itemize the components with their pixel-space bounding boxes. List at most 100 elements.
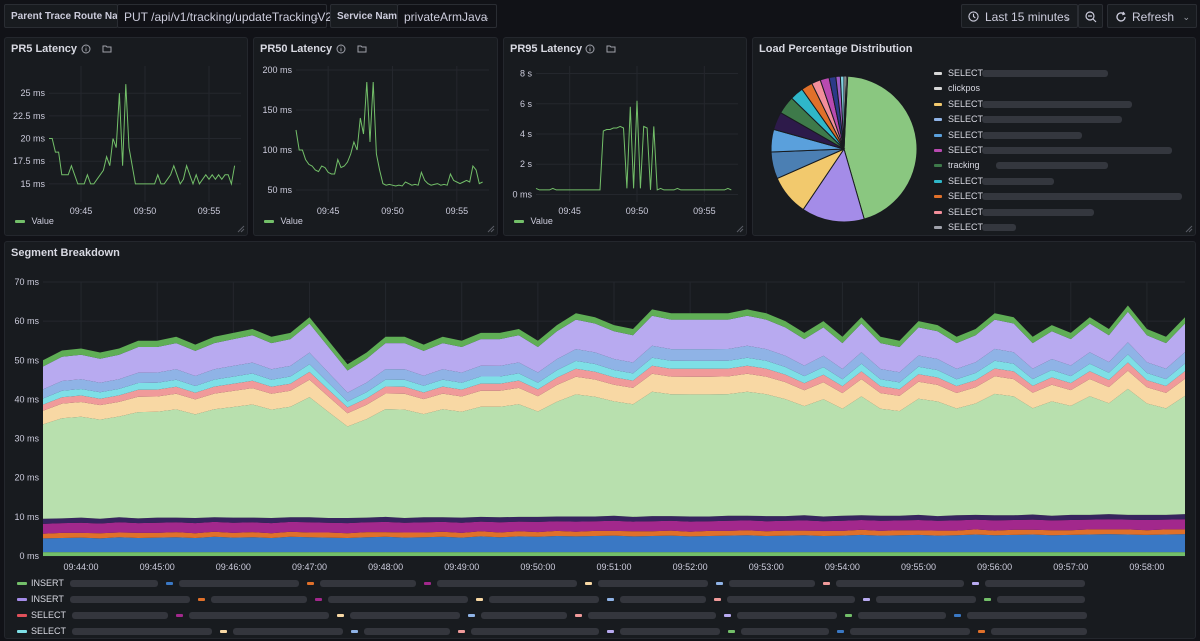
pie-slice[interactable] xyxy=(843,75,918,220)
legend-swatch xyxy=(584,582,592,586)
legend-item[interactable]: Value xyxy=(264,216,303,226)
legend-swatch xyxy=(197,598,205,602)
area-series xyxy=(43,354,1185,408)
pr5-latency-panel[interactable]: PR5 Latency 15 ms 17.5 ms 20 ms 22.5 ms 25 m… xyxy=(4,37,248,236)
area-series xyxy=(43,305,1185,371)
redacted-text xyxy=(982,131,1082,139)
segment-legend-label: SELECT xyxy=(31,610,67,620)
resize-handle-icon[interactable] xyxy=(237,225,245,233)
legend-swatch xyxy=(351,630,359,634)
x-tick-label: 09:55 xyxy=(198,206,221,216)
pie-slice[interactable] xyxy=(802,147,865,223)
redacted-text xyxy=(850,628,971,636)
y-tick-label: 2 s xyxy=(520,159,533,169)
redacted-text xyxy=(726,596,855,604)
redacted-text xyxy=(69,596,190,604)
series-line xyxy=(535,100,732,191)
x-tick-label: 09:50:00 xyxy=(520,562,555,572)
area-series xyxy=(43,529,1185,539)
load-distribution-panel[interactable]: Load Percentage Distribution SELECT click… xyxy=(752,37,1196,236)
legend-swatch xyxy=(724,614,732,618)
pr50-latency-chart[interactable]: 50 ms 100 ms 150 ms 200 ms 09:45 09:50 09:55 xyxy=(254,60,499,232)
redacted-text xyxy=(982,208,1094,216)
legend-item[interactable]: Value xyxy=(15,216,54,226)
x-tick-label: 09:47:00 xyxy=(292,562,327,572)
x-tick-label: 09:55 xyxy=(446,206,469,216)
area-series xyxy=(43,519,1185,534)
redacted-text xyxy=(996,162,1108,170)
x-tick-label: 09:56:00 xyxy=(977,562,1012,572)
redacted-text xyxy=(436,580,577,588)
library-panel-icon[interactable] xyxy=(357,44,367,54)
area-series xyxy=(43,370,1185,427)
legend-swatch xyxy=(845,614,853,618)
segment-legend-row[interactable]: SELECT xyxy=(17,610,1088,624)
redacted-text xyxy=(233,628,344,636)
info-icon[interactable] xyxy=(81,44,91,54)
library-panel-icon[interactable] xyxy=(606,44,616,54)
redacted-text xyxy=(481,612,568,620)
info-icon[interactable] xyxy=(336,44,346,54)
redacted-text xyxy=(875,596,976,604)
pie-legend-label: SELECT xyxy=(948,129,984,140)
redacted-text xyxy=(858,612,947,620)
resize-handle-icon[interactable] xyxy=(487,225,495,233)
service-variable-value: privateArmJava xyxy=(404,10,488,24)
y-tick-label: 100 ms xyxy=(262,145,292,155)
x-tick-label: 09:48:00 xyxy=(368,562,403,572)
pr5-latency-chart[interactable]: 15 ms 17.5 ms 20 ms 22.5 ms 25 ms 09:45 09:50 0… xyxy=(5,60,249,232)
redacted-text xyxy=(327,596,468,604)
route-variable-select[interactable]: PUT /api/v1/tracking/updateTrackingV2 ⌄ xyxy=(117,4,332,28)
legend-swatch xyxy=(934,164,942,168)
pr50-latency-panel[interactable]: PR50 Latency 50 ms 100 ms 150 ms 200 ms 09:4… xyxy=(253,37,498,236)
legend-swatch xyxy=(306,582,314,586)
refresh-button[interactable]: Refresh ⌄ xyxy=(1107,4,1197,28)
legend-item[interactable]: Value xyxy=(514,216,553,226)
x-tick-label: 09:50 xyxy=(134,206,157,216)
legend-swatch xyxy=(862,598,870,602)
library-panel-icon[interactable] xyxy=(102,44,112,54)
segment-legend-row[interactable]: INSERT xyxy=(17,594,1085,608)
x-tick-label: 09:50 xyxy=(381,206,404,216)
x-tick-label: 09:45 xyxy=(70,206,93,216)
legend-swatch xyxy=(264,220,274,224)
y-tick-label: 25 ms xyxy=(20,88,45,98)
redacted-text xyxy=(982,147,1172,154)
y-tick-label: 50 ms xyxy=(14,355,39,365)
time-range-picker[interactable]: Last 15 minutes ⌄ xyxy=(961,4,1078,28)
legend-swatch xyxy=(607,630,615,634)
y-tick-label: 15 ms xyxy=(20,179,45,189)
legend-swatch xyxy=(728,630,736,634)
redacted-text xyxy=(620,628,721,636)
legend-swatch xyxy=(983,598,991,602)
pie-legend-label: SELECT xyxy=(948,206,984,217)
refresh-label: Refresh xyxy=(1132,10,1175,24)
panel-title: PR95 Latency xyxy=(510,43,583,55)
segment-legend-row[interactable]: SELECT xyxy=(17,626,1088,640)
segment-breakdown-panel[interactable]: Segment Breakdown 0 ms 10 ms 20 ms 30 ms 40 … xyxy=(4,241,1196,639)
series-line xyxy=(49,84,236,186)
pr95-latency-chart[interactable]: 0 ms 2 s 4 s 6 s 8 s 09:45 09:50 09:55 xyxy=(504,60,748,232)
resize-handle-icon[interactable] xyxy=(736,225,744,233)
info-icon[interactable] xyxy=(585,44,595,54)
y-tick-label: 0 ms xyxy=(19,551,39,561)
series-line xyxy=(295,81,483,187)
segment-breakdown-chart[interactable]: 0 ms 10 ms 20 ms 30 ms 40 ms 50 ms 60 ms 70 ms 0… xyxy=(5,262,1197,572)
resize-handle-icon[interactable] xyxy=(1185,225,1193,233)
pie-slice[interactable] xyxy=(843,75,849,150)
pie-legend-label: SELECT xyxy=(948,175,984,186)
pie-legend-label: tracking xyxy=(948,160,980,171)
redacted-text xyxy=(597,580,708,588)
y-tick-label: 50 ms xyxy=(267,185,292,195)
x-tick-label: 09:58:00 xyxy=(1129,562,1164,572)
pie-legend-label: SELECT xyxy=(948,145,984,155)
legend-swatch xyxy=(971,582,979,586)
x-tick-label: 09:53:00 xyxy=(749,562,784,572)
legend-swatch xyxy=(934,133,942,137)
zoom-out-button[interactable] xyxy=(1078,4,1103,28)
segment-legend-row[interactable]: INSERT xyxy=(17,578,1085,592)
x-tick-label: 09:54:00 xyxy=(825,562,860,572)
service-variable-select[interactable]: privateArmJava ⌄ xyxy=(397,4,497,28)
load-distribution-pie[interactable] xyxy=(767,72,921,226)
